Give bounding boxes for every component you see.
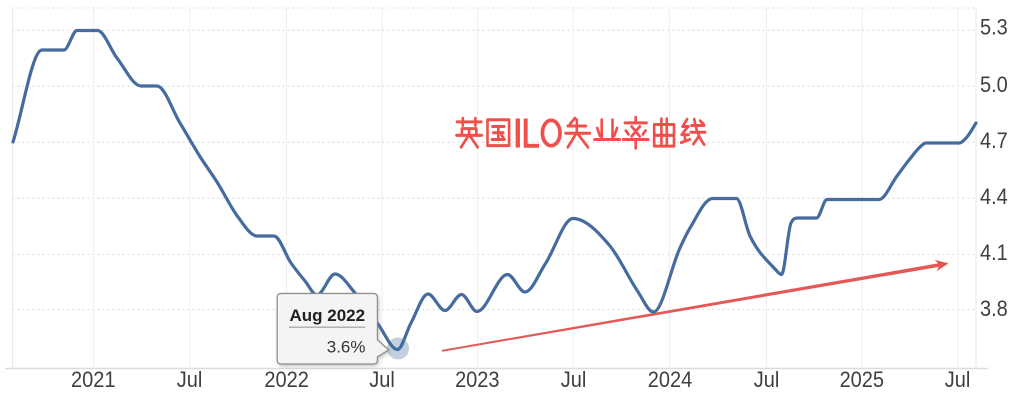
svg-text:2021: 2021 [71, 368, 115, 392]
svg-text:Jul: Jul [369, 368, 395, 392]
svg-text:Jul: Jul [177, 368, 203, 392]
svg-text:2023: 2023 [455, 368, 499, 392]
svg-text:Jul: Jul [561, 368, 587, 392]
svg-text:Aug 2022: Aug 2022 [290, 306, 366, 325]
svg-text:3.6%: 3.6% [327, 338, 366, 357]
svg-text:5.0: 5.0 [980, 73, 1008, 97]
svg-text:2024: 2024 [648, 368, 693, 392]
svg-text:4.7: 4.7 [980, 129, 1008, 153]
svg-text:5.3: 5.3 [980, 16, 1008, 40]
svg-text:2025: 2025 [840, 368, 884, 392]
svg-text:Jul: Jul [945, 368, 971, 392]
svg-text:4.4: 4.4 [980, 185, 1008, 209]
svg-text:4.1: 4.1 [980, 241, 1008, 265]
svg-text:Jul: Jul [754, 368, 780, 392]
svg-text:2022: 2022 [264, 368, 308, 392]
svg-text:3.8: 3.8 [980, 297, 1008, 321]
